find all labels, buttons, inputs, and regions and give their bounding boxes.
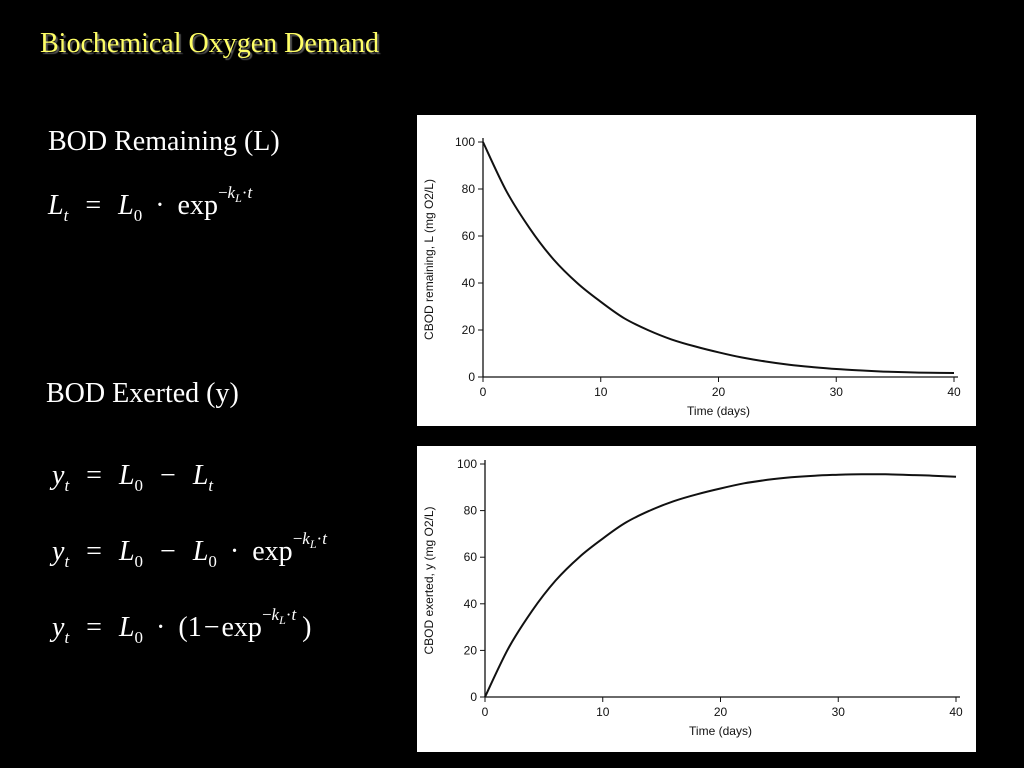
chart-bod-remaining-svg: 0 10 20 30 40 0 20 40 60 80 100 Time (days) CBOD rem… (422, 135, 961, 418)
chart0-y-tick-label: 100 (455, 135, 475, 149)
chart-bod-remaining: 0 10 20 30 40 0 20 40 60 80 100 Time (days) CBOD rem… (417, 115, 976, 426)
chart0-x-tick-label: 10 (594, 385, 608, 399)
chart1-x-axis-label: Time (days) (689, 724, 752, 738)
bod-remaining-heading: BOD Remaining (L) (48, 126, 280, 157)
chart1-x-tick-label: 10 (596, 705, 610, 719)
chart1-y-tick-label: 0 (470, 690, 477, 704)
bod-exerted-heading: BOD Exerted (y) (46, 378, 239, 409)
slide-title: Biochemical Oxygen Demand (40, 28, 380, 59)
chart1-x-tick-label: 20 (714, 705, 728, 719)
chart1-y-tick-label: 40 (464, 597, 478, 611)
chart1-x-tick-label: 30 (832, 705, 846, 719)
chart0-y-tick-label: 0 (468, 370, 475, 384)
chart0-y-tick-label: 60 (462, 229, 476, 243)
chart1-y-tick-label: 60 (464, 550, 478, 564)
chart0-y-tick-label: 80 (462, 182, 476, 196)
chart0-y-tick-label: 20 (462, 323, 476, 337)
chart0-series-line-0 (482, 141, 955, 374)
chart1-series-line-0 (484, 473, 957, 698)
chart0-y-tick-label: 40 (462, 276, 476, 290)
chart0-x-axis-label: Time (days) (687, 404, 750, 418)
equation-exerted-3: yt = L0 · (1−exp−kL·t) (52, 605, 312, 647)
equation-exerted-2: yt = L0 − L0 · exp−kL·t (52, 529, 327, 571)
equation-exerted-1: yt = L0 − Lt (52, 460, 214, 495)
chart1-x-tick-label: 0 (482, 705, 489, 719)
chart1-y-tick-label: 20 (464, 643, 478, 657)
chart1-y-tick-label: 80 (464, 504, 478, 518)
chart0-x-tick-label: 20 (712, 385, 726, 399)
chart-bod-exerted: 0 10 20 30 40 0 20 40 60 80 100 Time (days) CBOD exe… (417, 446, 976, 752)
chart0-y-axis-label: CBOD remaining, L (mg O2/L) (422, 179, 436, 340)
equation-bod-remaining: Lt = L0 · exp−kL·t (48, 183, 253, 225)
chart0-x-tick-label: 0 (480, 385, 487, 399)
chart0-x-tick-label: 30 (830, 385, 844, 399)
chart1-x-tick-label: 40 (949, 705, 963, 719)
chart1-y-tick-label: 100 (457, 457, 477, 471)
chart1-y-axis-label: CBOD exerted, y (mg O2/L) (422, 506, 436, 654)
chart-bod-exerted-svg: 0 10 20 30 40 0 20 40 60 80 100 Time (days) CBOD exe… (422, 457, 963, 738)
chart0-x-tick-label: 40 (947, 385, 961, 399)
